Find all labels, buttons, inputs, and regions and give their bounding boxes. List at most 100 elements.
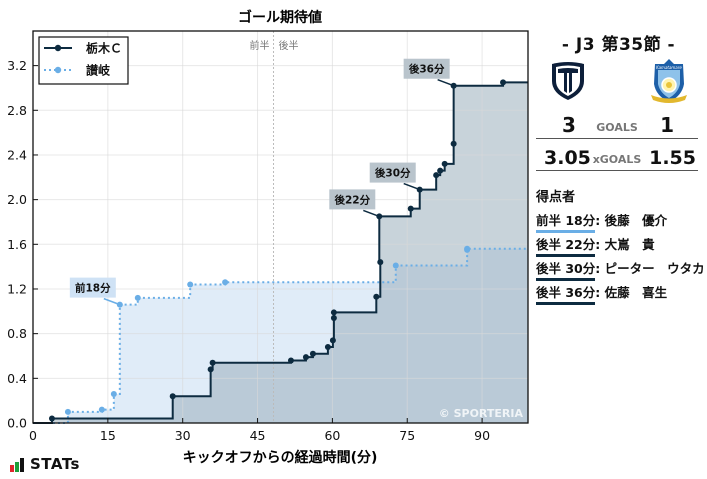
second-half-label: 後半	[279, 39, 299, 52]
chart-title: ゴール期待値	[238, 9, 322, 26]
x-tick-label: 0	[29, 428, 37, 443]
data-point	[437, 167, 444, 174]
watermark: © SPORTERIA	[439, 407, 524, 420]
annotation-label: 前18分	[75, 282, 111, 295]
x-tick-label: 30	[175, 428, 191, 443]
y-tick-label: 3.2	[7, 58, 27, 73]
y-tick-label: 0.4	[7, 371, 27, 386]
y-tick-label: 1.2	[7, 281, 27, 296]
away-xgoals: 1.55	[649, 147, 696, 169]
goals-row: 3 GOALS 1	[536, 112, 698, 139]
data-point	[464, 245, 471, 252]
scorer-name: : 大嶌 貴	[595, 237, 655, 252]
annotation-box	[369, 162, 416, 183]
scorer-item: 後半 30分: ピーター ウタカ	[536, 258, 705, 281]
logo-bar-green	[15, 462, 19, 472]
data-point	[48, 415, 55, 422]
legend-box	[38, 36, 129, 85]
data-point	[407, 205, 414, 212]
data-point	[207, 366, 214, 373]
data-point	[309, 350, 316, 357]
annotation-box	[329, 189, 376, 210]
y-tick-label: 0.8	[7, 326, 27, 341]
data-point	[329, 337, 336, 344]
scorer-time: 後半 22分	[536, 234, 596, 257]
data-point	[209, 359, 216, 366]
y-tick-label: 2.0	[7, 192, 27, 207]
scorer-name: : ピーター ウタカ	[595, 261, 705, 276]
data-point	[134, 294, 141, 301]
x-tick-label: 75	[399, 428, 415, 443]
scorer-time: 後半 36分	[536, 282, 596, 305]
y-tick-label: 1.6	[7, 237, 27, 252]
data-point	[169, 393, 176, 400]
scorer-name: : 後藤 優介	[595, 213, 668, 228]
data-point	[392, 262, 399, 269]
scorer-item: 後半 36分: 佐藤 喜生	[536, 282, 667, 305]
annotation-pointer	[103, 297, 121, 306]
data-point	[187, 281, 194, 288]
data-point	[450, 140, 457, 147]
annotation-label: 後36分	[408, 63, 445, 76]
scorer-time: 後半 30分	[536, 258, 596, 281]
legend-label: 栃木Ｃ	[86, 41, 122, 56]
axes-frame	[32, 30, 529, 424]
away-team-logo-icon: Kamatamare	[651, 59, 687, 103]
data-point	[64, 408, 71, 415]
match-panel: - J3 第35節 - Kamatamare 3 GOALS 1 3.05 xG…	[530, 0, 707, 479]
data-point	[441, 160, 448, 167]
y-tick-label: 2.8	[7, 103, 27, 118]
x-tick-label: 15	[100, 428, 116, 443]
data-point	[330, 309, 337, 316]
scorers-title: 得点者	[536, 190, 576, 205]
data-point	[330, 315, 337, 322]
xgoals-row: 3.05 xGOALS 1.55	[536, 144, 698, 171]
annotation-box	[69, 277, 116, 298]
y-tick-label: 2.4	[7, 147, 27, 162]
legend-marker	[54, 66, 62, 74]
data-point	[373, 293, 380, 300]
data-point	[98, 406, 105, 413]
x-tick-label: 45	[250, 428, 266, 443]
home-xgoals: 3.05	[544, 147, 591, 169]
away-goals: 1	[660, 113, 674, 137]
legend-marker	[54, 44, 62, 52]
area-home	[33, 82, 528, 423]
annotation-box	[403, 58, 450, 79]
x-tick-label: 60	[324, 428, 340, 443]
annotation-label: 後22分	[333, 193, 370, 206]
data-point	[110, 390, 117, 397]
home-team-logo-icon	[552, 62, 584, 100]
scorer-item: 前半 18分: 後藤 優介	[536, 210, 667, 233]
y-tick-label: 0.0	[7, 416, 27, 431]
data-point	[287, 357, 294, 364]
data-point	[377, 259, 384, 266]
home-goals: 3	[562, 113, 576, 137]
data-point	[324, 344, 331, 351]
annotation-pointer	[363, 209, 380, 218]
scorer-time: 前半 18分	[536, 210, 596, 233]
stats-logo: STATs	[10, 457, 80, 472]
first-half-label: 前半	[250, 39, 270, 52]
x-axis-label: キックオフからの経過時間(分)	[183, 449, 378, 466]
logo-bar-red	[10, 465, 14, 472]
stats-logo-text: STATs	[30, 455, 80, 473]
scorer-item: 後半 22分: 大嶌 貴	[536, 234, 655, 257]
data-point	[500, 79, 507, 86]
svg-text:Kamatamare: Kamatamare	[656, 65, 682, 70]
logo-bar-black	[20, 458, 24, 472]
data-point	[222, 279, 229, 286]
goals-label: GOALS	[596, 121, 638, 134]
annotation-pointer	[437, 79, 454, 87]
xgoals-label: xGOALS	[592, 153, 642, 166]
data-point	[433, 172, 440, 179]
legend: 栃木Ｃ 讃岐	[38, 36, 129, 85]
scorer-name: : 佐藤 喜生	[595, 285, 668, 300]
data-point	[302, 354, 309, 361]
legend-label: 讃岐	[86, 63, 111, 78]
annotation-pointer	[403, 182, 420, 191]
round-title: - J3 第35節 -	[561, 35, 676, 55]
x-tick-label: 90	[474, 428, 490, 443]
